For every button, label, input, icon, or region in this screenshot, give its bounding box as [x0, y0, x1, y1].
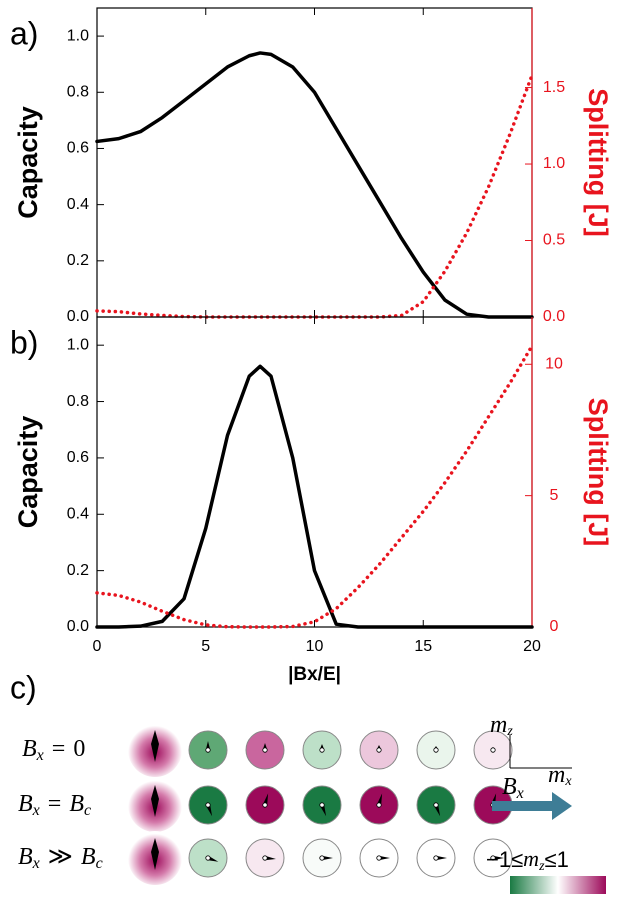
- spin-pivot: [262, 802, 268, 808]
- spin-pivot: [205, 802, 211, 808]
- spin-pivot: [262, 747, 268, 753]
- spin-arrow: [151, 785, 159, 817]
- series-line: [95, 51, 534, 319]
- spin-grid: [128, 723, 513, 885]
- y-tick-label: 1.0: [67, 27, 89, 44]
- spin-pivot: [433, 855, 439, 861]
- spin-arrow: [151, 730, 159, 762]
- plot-frame: [96, 316, 533, 628]
- sub: z: [538, 859, 545, 874]
- txt: ≤1: [545, 847, 569, 872]
- sym: m: [523, 846, 539, 871]
- y2-tick-label: 0.5: [543, 232, 565, 249]
- panel-label: a): [10, 15, 38, 51]
- spin-pivot: [319, 747, 325, 753]
- y-tick-label: 0.0: [67, 618, 89, 635]
- y2-tick-label: 1.0: [543, 155, 565, 172]
- row-label: Bx = Bc: [18, 791, 91, 819]
- y-tick-label: 0.4: [67, 505, 89, 522]
- field-label: Bx: [502, 774, 524, 802]
- y-tick-label: 1.0: [67, 336, 89, 353]
- y2-tick-label: 1.5: [543, 79, 565, 96]
- y-tick-label: 0.4: [67, 196, 89, 213]
- axis-label: mz: [490, 712, 513, 740]
- y-tick-label: 0.8: [67, 83, 89, 100]
- op: ≫: [48, 844, 73, 870]
- row-label: Bx = 0: [22, 736, 85, 764]
- spin-pivot: [319, 802, 325, 808]
- panel-c: c) Bx = 0 Bx = Bc Bx ≫ Bc mz mx Bx −1≤mz≤1: [10, 669, 606, 894]
- x-tick-label: 15: [414, 638, 432, 655]
- spin-pivot: [376, 855, 382, 861]
- sym: B: [502, 774, 517, 800]
- spin-pivot: [490, 747, 496, 753]
- panel-label: c): [10, 669, 37, 705]
- axis-label: mx: [548, 762, 572, 790]
- sub: x: [564, 774, 572, 789]
- sym: B: [18, 791, 33, 817]
- spin-pivot: [262, 855, 268, 861]
- txt: −1≤: [486, 847, 523, 872]
- x-tick-label: 20: [523, 638, 541, 655]
- sub: x: [36, 747, 44, 764]
- sym: m: [490, 712, 507, 738]
- x-axis-title: |Bx/E|: [288, 664, 341, 685]
- y-axis-title: Capacity: [13, 106, 43, 219]
- y2-tick-label: 10: [545, 356, 563, 373]
- spin-pivot: [433, 747, 439, 753]
- spin-pivot: [205, 855, 211, 861]
- spin-pivot: [490, 855, 496, 861]
- row-label: Bx ≫ Bc: [18, 844, 103, 872]
- y2-tick-label: 0: [550, 618, 559, 635]
- y2-axis-title: Splitting [J]: [583, 398, 613, 546]
- spin-pivot: [205, 747, 211, 753]
- series-line: [95, 364, 534, 629]
- charts: a) 0.0 0.2 0.4 0.6 0.8 1.0 0.0 0.5 1.0 1.5 Capacity…: [10, 7, 613, 685]
- sub: z: [506, 724, 513, 739]
- sub: x: [32, 855, 40, 872]
- x-tick-label: 0: [93, 638, 102, 655]
- plot-frame: [96, 7, 533, 318]
- sub: x: [516, 785, 524, 802]
- spin-arrow: [151, 838, 159, 870]
- x-tick-label: 5: [201, 638, 210, 655]
- sub: c: [96, 855, 103, 872]
- colorbar-label: −1≤mz≤1: [486, 846, 569, 874]
- y2-axis-title: Splitting [J]: [583, 88, 613, 236]
- y-tick-label: 0.6: [67, 140, 89, 157]
- spin-pivot: [319, 855, 325, 861]
- sym: 0: [73, 736, 85, 762]
- series-line: [95, 73, 534, 319]
- y-tick-label: 0.2: [67, 562, 89, 579]
- y-tick-label: 0.6: [67, 449, 89, 466]
- sym: B: [22, 736, 37, 762]
- sym: B: [18, 844, 33, 870]
- y2-tick-label: 5: [550, 487, 559, 504]
- spin-pivot: [376, 747, 382, 753]
- panel-label: b): [10, 324, 38, 360]
- sub: c: [84, 802, 91, 819]
- y-axis-title: Capacity: [13, 416, 43, 529]
- op: =: [48, 791, 62, 817]
- spin-pivot: [433, 802, 439, 808]
- y-tick-label: 0.2: [67, 252, 89, 269]
- field-arrow: [492, 792, 572, 820]
- x-tick-label: 10: [306, 638, 324, 655]
- sym: B: [69, 791, 84, 817]
- series-line: [95, 344, 534, 629]
- sub: x: [32, 802, 40, 819]
- sym: m: [548, 762, 565, 788]
- y2-tick-label: 0.0: [543, 308, 565, 325]
- colorbar: [510, 876, 606, 894]
- op: =: [52, 736, 66, 762]
- spin-pivot: [376, 802, 382, 808]
- sym: B: [81, 844, 96, 870]
- y-tick-label: 0.0: [67, 308, 89, 325]
- y-tick-label: 0.8: [67, 393, 89, 410]
